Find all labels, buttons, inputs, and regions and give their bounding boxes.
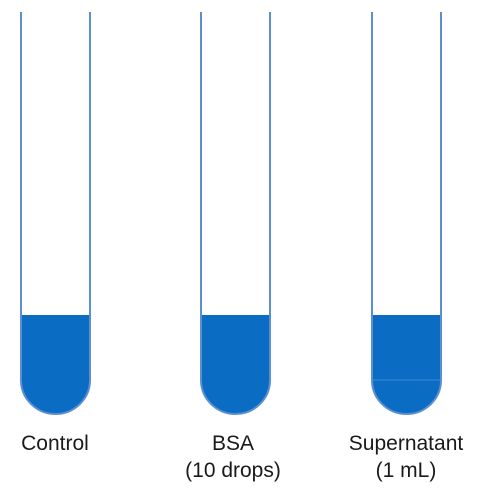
label-line: BSA: [211, 432, 255, 455]
test-tube-bsa: [200, 12, 271, 415]
tube-outline: [200, 12, 271, 415]
tubes-layer: [20, 12, 442, 415]
tube-outline: [20, 12, 91, 415]
liquid-fill: [21, 315, 90, 414]
label-line: (1 mL): [375, 459, 437, 482]
test-tube-supernatant: [371, 12, 442, 415]
tube-label-control: Control: [0, 430, 110, 457]
label-line: (10 drops): [185, 459, 281, 482]
tube-label-supernatant: Supernatant (1 mL): [326, 430, 486, 484]
liquid-fill: [201, 315, 270, 414]
label-line: Control: [21, 432, 89, 455]
liquid-fill: [372, 315, 441, 414]
tube-outline: [371, 12, 442, 415]
test-tube-control: [20, 12, 91, 415]
label-line: Supernatant: [348, 432, 464, 455]
tube-label-bsa: BSA (10 drops): [168, 430, 298, 484]
